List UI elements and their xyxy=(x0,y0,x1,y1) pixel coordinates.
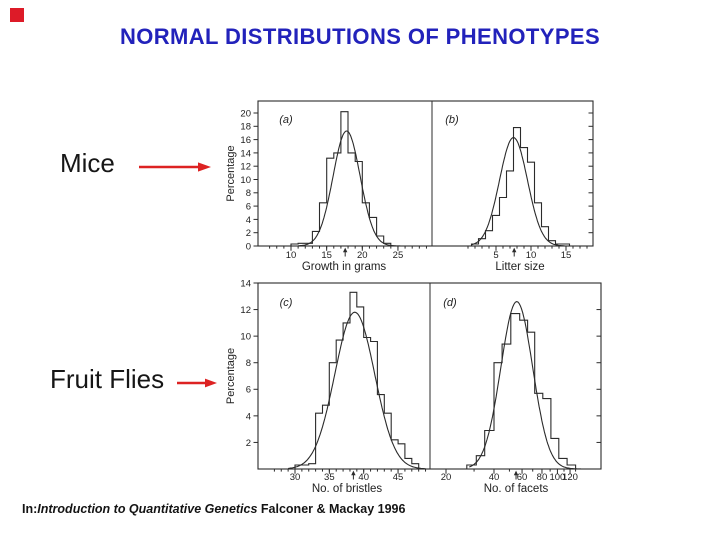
svg-text:2: 2 xyxy=(246,438,251,449)
x-axis-title: No. of facets xyxy=(484,483,549,495)
svg-text:14: 14 xyxy=(240,278,251,289)
svg-text:12: 12 xyxy=(240,305,251,316)
svg-text:20: 20 xyxy=(441,472,452,483)
svg-text:6: 6 xyxy=(246,202,251,213)
svg-text:14: 14 xyxy=(240,148,251,159)
svg-text:4: 4 xyxy=(246,215,251,226)
svg-text:15: 15 xyxy=(321,250,332,261)
svg-text:25: 25 xyxy=(393,250,404,261)
svg-text:5: 5 xyxy=(493,250,498,261)
normal-curve xyxy=(471,137,565,247)
panel-a: 10 15 20 25 (a) Growth in grams xyxy=(269,111,427,273)
citation-prefix: In: xyxy=(22,502,38,516)
svg-text:8: 8 xyxy=(246,188,251,199)
row-top: 0 2 4 6 8 10 12 14 16 18 20 Percentage xyxy=(225,100,594,252)
svg-text:10: 10 xyxy=(240,175,251,186)
slide-title: NORMAL DISTRIBUTIONS OF PHENOTYPES xyxy=(119,24,601,49)
y-axis-title: Percentage xyxy=(225,145,237,201)
svg-text:16: 16 xyxy=(240,135,251,146)
x-axis-title: Growth in grams xyxy=(302,261,387,273)
svg-text:45: 45 xyxy=(393,472,404,483)
svg-text:100: 100 xyxy=(549,472,565,483)
svg-text:80: 80 xyxy=(537,472,548,483)
svg-text:6: 6 xyxy=(246,385,251,396)
fruit-flies-arrow-icon xyxy=(177,378,217,388)
svg-text:2: 2 xyxy=(246,228,251,239)
fruit-flies-label: Fruit Flies xyxy=(50,364,165,394)
svg-text:4: 4 xyxy=(246,411,251,422)
svg-text:12: 12 xyxy=(240,162,251,173)
phenotype-histograms-figure: 0 2 4 6 8 10 12 14 16 18 20 Percentage 2 4 6 8 10 12 14 Per… xyxy=(210,92,610,507)
citation: In:Introduction to Quantitative Genetics… xyxy=(22,502,405,516)
histogram-outline xyxy=(470,127,571,246)
svg-text:35: 35 xyxy=(324,472,335,483)
histogram-outline xyxy=(466,313,577,469)
mice-arrow-icon xyxy=(139,162,211,172)
x-axis-title: No. of bristles xyxy=(312,483,383,495)
svg-text:40: 40 xyxy=(489,472,500,483)
panel-b: 5 10 15 (b) Litter size xyxy=(445,114,588,273)
slide-bullet-decoration xyxy=(10,8,24,22)
citation-book-title: Introduction to Quantitative Genetics xyxy=(37,502,258,516)
mean-marker-head xyxy=(342,247,348,253)
svg-text:10: 10 xyxy=(286,250,297,261)
mean-marker-head xyxy=(513,470,519,476)
normal-curve xyxy=(469,301,586,470)
mean-marker-head xyxy=(512,247,517,253)
svg-text:20: 20 xyxy=(357,250,368,261)
panel-letter: (a) xyxy=(279,114,293,126)
citation-authors: Falconer & Mackay 1996 xyxy=(257,502,406,516)
svg-text:10: 10 xyxy=(526,250,537,261)
panel-letter: (b) xyxy=(445,114,459,126)
svg-text:60: 60 xyxy=(517,472,528,483)
histogram-outline xyxy=(290,111,392,246)
row-bottom: 2 4 6 8 10 12 14 Percentage xyxy=(225,278,602,470)
panel-letter: (d) xyxy=(443,297,457,309)
mean-marker-head xyxy=(351,470,356,476)
histogram-panels-svg: 02468101214161820Percentage2468101214Per… xyxy=(225,100,602,495)
svg-text:18: 18 xyxy=(240,122,251,133)
panel-c: 30 35 40 45 (c) No. of bristles xyxy=(273,291,427,495)
mice-label: Mice xyxy=(60,148,115,178)
svg-text:120: 120 xyxy=(562,472,578,483)
histogram-outline xyxy=(294,291,420,469)
x-axis-title: Litter size xyxy=(495,261,544,273)
panel-letter: (c) xyxy=(280,297,293,309)
normal-curve xyxy=(288,311,426,470)
svg-text:20: 20 xyxy=(240,108,251,119)
svg-text:30: 30 xyxy=(290,472,301,483)
svg-text:0: 0 xyxy=(246,241,251,252)
svg-text:10: 10 xyxy=(240,332,251,343)
svg-text:40: 40 xyxy=(358,472,369,483)
y-axis-title: Percentage xyxy=(225,348,237,404)
normal-curve xyxy=(298,130,402,247)
svg-text:15: 15 xyxy=(561,250,572,261)
svg-text:8: 8 xyxy=(246,358,251,369)
